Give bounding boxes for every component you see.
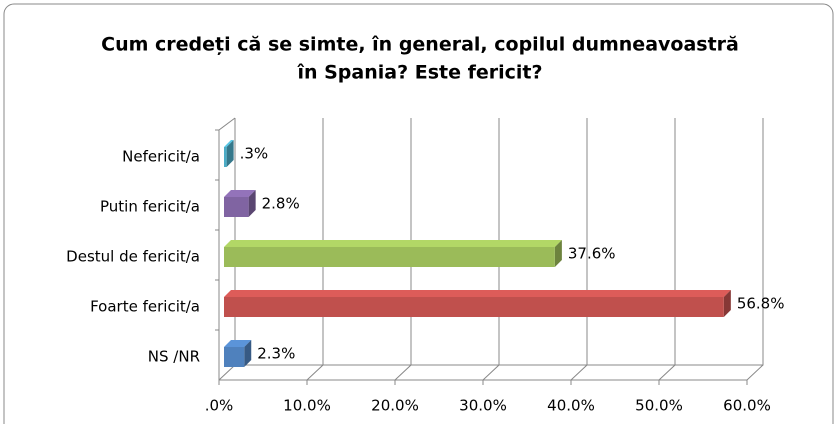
value-label: .3% [240, 145, 269, 163]
grid-line [658, 118, 676, 381]
value-label: 2.3% [257, 345, 295, 363]
x-tick-label: .0% [205, 397, 234, 415]
bar [224, 240, 562, 267]
y-tick-label: NS /NR [148, 348, 200, 366]
bar [224, 290, 731, 317]
bar [224, 140, 234, 167]
x-tick-label: 20.0% [371, 397, 419, 415]
x-tick-label: 50.0% [635, 397, 683, 415]
chart-border [3, 3, 834, 428]
bar-side [226, 140, 234, 167]
bar-side [244, 340, 252, 367]
wall-edge [218, 117, 236, 131]
value-label: 2.8% [262, 195, 300, 213]
bar-front [224, 297, 724, 317]
bar-front [224, 247, 555, 267]
grid-line [746, 118, 764, 381]
bar-side [248, 190, 256, 217]
y-tick-label: Putin fericit/a [100, 198, 200, 216]
value-label: 56.8% [737, 295, 785, 313]
y-tick-label: Destul de fericit/a [66, 248, 200, 266]
value-label: 37.6% [568, 245, 616, 263]
bar-top [224, 140, 234, 147]
bar-front [224, 147, 227, 167]
bar-top [224, 290, 731, 297]
x-tick-label: 10.0% [283, 397, 331, 415]
bar-top [224, 190, 256, 197]
bar [224, 340, 252, 367]
grid-line [394, 118, 412, 381]
chart-title: Cum credeți că se simte, în general, cop… [101, 34, 739, 56]
y-tick-label: Foarte fericit/a [90, 298, 200, 316]
y-tick-label: Nefericit/a [122, 148, 200, 166]
bar [224, 190, 256, 217]
grid-line [482, 118, 500, 381]
bar-side [554, 240, 562, 267]
bar-side [723, 290, 731, 317]
x-tick-label: 40.0% [547, 397, 595, 415]
bar-top [224, 240, 562, 247]
chart-title: în Spania? Este fericit? [296, 62, 542, 84]
bar-front [224, 197, 249, 217]
grid-line [306, 118, 324, 381]
bar-top [224, 340, 252, 347]
x-tick-label: 60.0% [723, 397, 771, 415]
bar-front [224, 347, 245, 367]
x-tick-label: 30.0% [459, 397, 507, 415]
grid-line [570, 118, 588, 381]
